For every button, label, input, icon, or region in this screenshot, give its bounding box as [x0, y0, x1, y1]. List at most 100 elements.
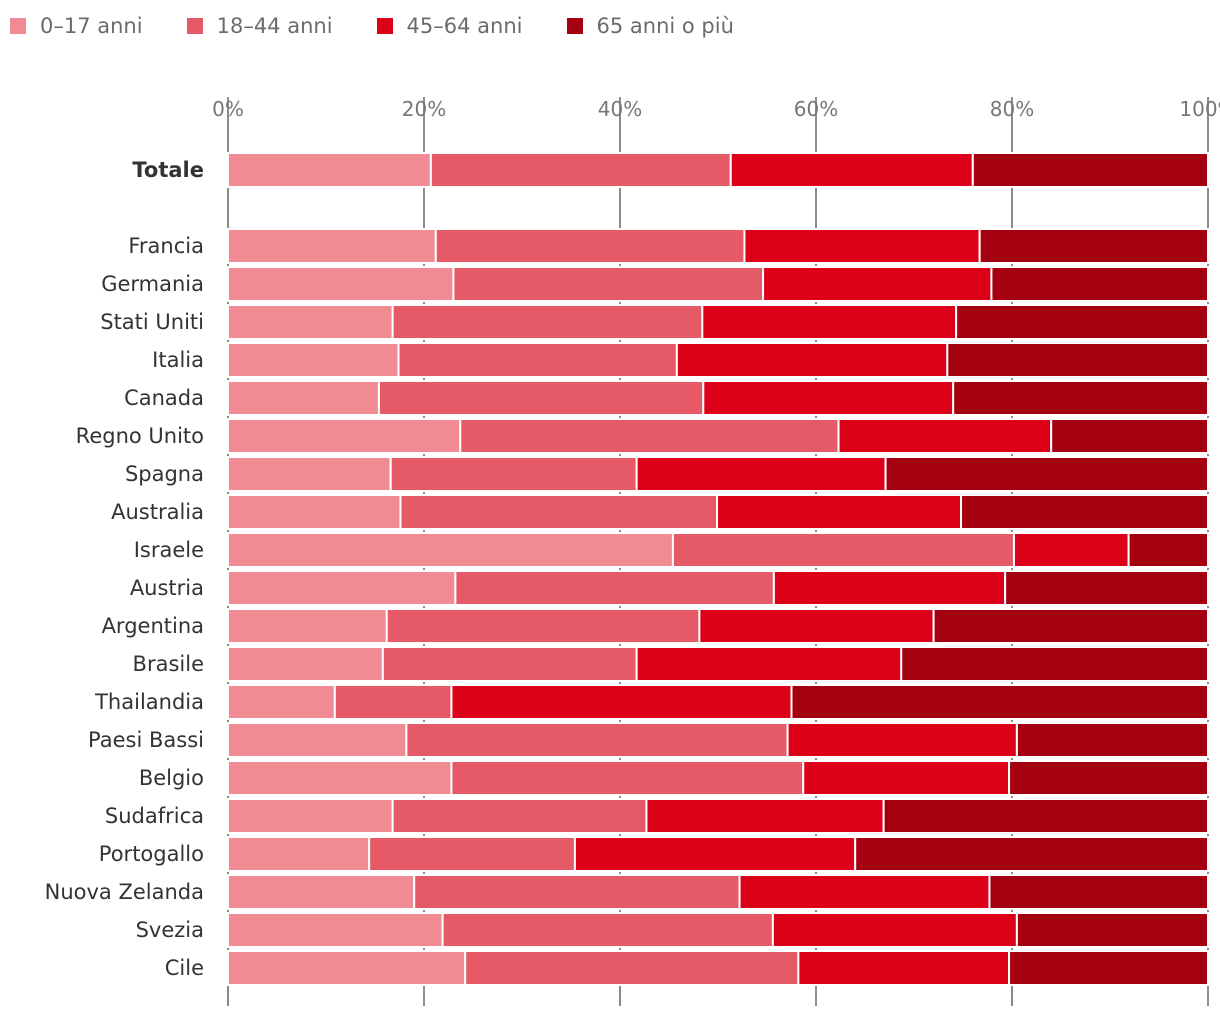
legend-swatch: [186, 18, 203, 34]
bar-segment: [990, 266, 1209, 302]
x-tick-label: 60%: [794, 97, 838, 121]
legend-item: 18–44 anni: [186, 14, 333, 38]
bar-segment: [227, 380, 380, 416]
category-label: Austria: [130, 576, 204, 600]
bar-segment: [716, 494, 963, 530]
bar-segment: [454, 570, 775, 606]
bar-segment: [227, 228, 437, 264]
category-label: Nuova Zelanda: [45, 880, 204, 904]
bar-segment: [790, 684, 1209, 720]
bar-segment: [405, 722, 789, 758]
bar-segment: [227, 874, 416, 910]
bar-segment: [381, 646, 638, 682]
bar-segment: [1050, 418, 1209, 454]
bar-segment: [762, 266, 993, 302]
bar-segment: [397, 342, 678, 378]
category-label: Israele: [134, 538, 204, 562]
bar-segment: [698, 608, 935, 644]
bar-segment: [701, 304, 958, 340]
category-label: Spagna: [125, 462, 204, 486]
bar-segment: [671, 532, 1015, 568]
bar-segment: [932, 608, 1209, 644]
bar-segment: [227, 912, 444, 948]
bar-segment: [955, 304, 1210, 340]
x-tick-label: 80%: [990, 97, 1034, 121]
bar-segment: [884, 456, 1210, 492]
legend-label: 0–17 anni: [40, 14, 143, 38]
bar-segment: [441, 912, 774, 948]
category-label: Cile: [165, 956, 204, 980]
legend-swatch: [566, 18, 583, 34]
bar-segment: [1015, 722, 1210, 758]
bar-segment: [377, 380, 705, 416]
bar-segment: [675, 342, 949, 378]
bar-segment: [368, 836, 576, 872]
bar-segment: [1004, 570, 1210, 606]
bar-segment: [227, 266, 455, 302]
bar-segment: [227, 608, 388, 644]
category-label: Regno Unito: [76, 424, 204, 448]
x-tick-label: 0%: [212, 97, 244, 121]
bar-segment: [978, 228, 1209, 264]
category-label: Thailandia: [94, 690, 204, 714]
legend: 0–17 anni 18–44 anni 45–64 anni 65 anni o p…: [10, 10, 778, 42]
bar-segment: [227, 798, 394, 834]
bar-segment: [802, 760, 1011, 796]
legend-swatch: [10, 18, 26, 34]
bar-segment: [227, 494, 402, 530]
category-label: Sudafrica: [105, 804, 204, 828]
bar-segment: [854, 836, 1209, 872]
bar-segment: [227, 418, 462, 454]
bar-segment: [452, 266, 765, 302]
bar-segment: [227, 950, 467, 986]
category-label: Francia: [128, 234, 204, 258]
bar-segment: [227, 342, 400, 378]
category-label: Portogallo: [99, 842, 204, 866]
x-tick-label: 100%: [1179, 97, 1220, 121]
bar-segment: [882, 798, 1209, 834]
bar-segment: [391, 304, 704, 340]
bar-segment: [227, 532, 674, 568]
bar-segment: [702, 380, 955, 416]
category-label: Brasile: [133, 652, 204, 676]
bar-segment: [399, 494, 719, 530]
bar-segment: [1008, 950, 1209, 986]
category-label: Svezia: [136, 918, 204, 942]
category-label: Germania: [101, 272, 204, 296]
bar-segment: [434, 228, 746, 264]
legend-label: 65 anni o più: [596, 14, 734, 38]
bar-segment: [413, 874, 741, 910]
category-label: Argentina: [102, 614, 204, 638]
bar-segment: [797, 950, 1011, 986]
bar-segment: [837, 418, 1053, 454]
bar-segment: [900, 646, 1209, 682]
bar-segment: [333, 684, 453, 720]
bar-segment: [227, 304, 394, 340]
bar-segment: [227, 836, 371, 872]
bar-segment: [391, 798, 648, 834]
bar-segment: [988, 874, 1210, 910]
bar-segment: [1127, 532, 1209, 568]
bar-segment: [464, 950, 800, 986]
bar-segment: [946, 342, 1209, 378]
bar-segment: [573, 836, 857, 872]
bar-segment: [635, 646, 903, 682]
bar-segment: [227, 646, 384, 682]
legend-item: 65 anni o più: [566, 14, 734, 38]
bar-segment: [729, 152, 974, 188]
bar-segment: [1012, 532, 1130, 568]
bar-segment: [385, 608, 701, 644]
x-tick-label: 40%: [598, 97, 642, 121]
bar-segment: [227, 456, 392, 492]
legend-label: 18–44 anni: [216, 14, 333, 38]
bar-segment: [227, 760, 453, 796]
category-label: Italia: [152, 348, 204, 372]
bar-segment: [459, 418, 840, 454]
bar-segment: [772, 570, 1007, 606]
bar-segment: [450, 760, 805, 796]
bar-segment: [786, 722, 1018, 758]
bar-segment: [743, 228, 981, 264]
bar-segment: [389, 456, 638, 492]
bar-segment: [450, 684, 793, 720]
